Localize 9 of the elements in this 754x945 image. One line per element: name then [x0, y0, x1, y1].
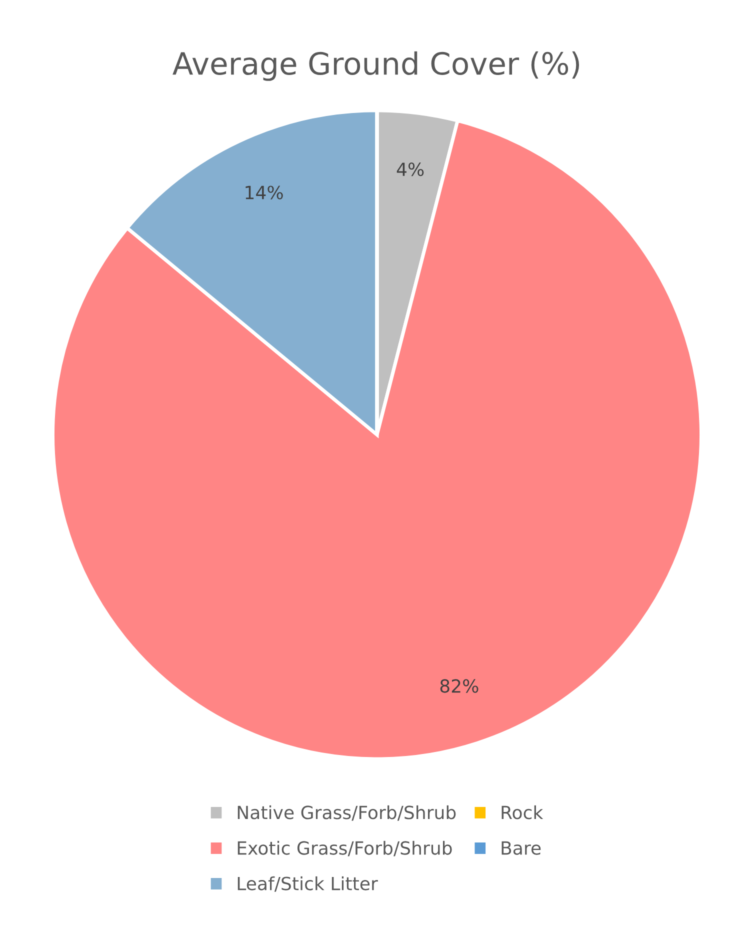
legend-label: Rock — [502, 805, 544, 820]
legend-label: Native Grass/Forb/Shrub — [238, 805, 456, 821]
legend-label: Leaf/Stick Litter — [238, 876, 378, 892]
data-label: 14% — [246, 186, 283, 200]
data-label: 4% — [396, 162, 424, 176]
legend-label: Exotic Grass/Forb/Shrub — [238, 840, 452, 856]
data-label: 82% — [440, 679, 478, 693]
chart-title: Average Ground Cover (%) — [172, 51, 580, 81]
legend-label: Bare — [502, 841, 541, 855]
